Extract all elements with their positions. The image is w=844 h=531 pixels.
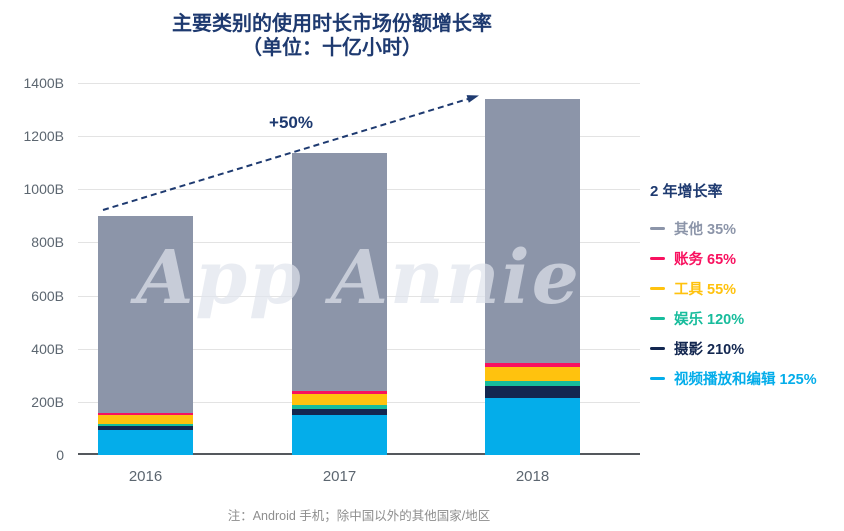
legend-item: 摄影 210% — [650, 339, 840, 358]
chart-title: 主要类别的使用时长市场份额增长率 — [172, 13, 492, 35]
legend-item: 视频播放和编辑 125% — [650, 369, 840, 388]
bar-segment — [485, 385, 580, 398]
bar-segment — [292, 153, 387, 392]
growth-annotation: +50% — [269, 113, 313, 132]
footnote: 注：Android 手机；除中国以外的其他国家/地区 — [227, 509, 491, 523]
y-tick-label: 1200B — [23, 128, 64, 144]
bar-segment — [292, 405, 387, 409]
legend-label: 娱乐 120% — [674, 312, 745, 328]
growth-arrow — [102, 95, 479, 211]
bar-segment — [98, 414, 193, 424]
title-block: 主要类别的使用时长市场份额增长率 （单位：十亿小时） — [52, 12, 612, 60]
bar-segment — [485, 367, 580, 381]
x-tick-label: 2017 — [322, 468, 357, 485]
legend-dash-icon — [650, 287, 665, 290]
chart-subtitle: （单位：十亿小时） — [242, 37, 422, 59]
legend-dash-icon — [650, 377, 665, 380]
bar-segment — [292, 408, 387, 416]
y-tick-label: 1400B — [23, 75, 64, 91]
legend-item: 工具 55% — [650, 279, 840, 298]
y-tick-label: 1000B — [23, 181, 64, 197]
x-tick-label: 2018 — [515, 468, 550, 485]
legend-item: 账务 65% — [650, 249, 840, 268]
legend-items: 其他 35% 账务 65% 工具 55% 娱乐 120% 摄影 210% 视频播放和编辑 … — [650, 219, 840, 388]
legend-title: 2 年增长率 — [650, 183, 723, 200]
gridline — [78, 136, 640, 137]
y-tick-label: 200B — [31, 394, 64, 410]
plot-area: App Annie +50% — [78, 83, 640, 455]
x-tick-label: 2016 — [128, 468, 163, 485]
legend-item: 其他 35% — [650, 219, 840, 238]
legend-label: 账务 65% — [674, 252, 737, 268]
bar-segment — [98, 423, 193, 426]
y-tick-label: 800B — [31, 234, 64, 250]
legend-label: 其他 35% — [674, 222, 737, 238]
gridline — [78, 83, 640, 84]
y-tick-label: 600B — [31, 288, 64, 304]
bar-segment — [292, 391, 387, 394]
legend: 2 年增长率 其他 35% 账务 65% 工具 55% 娱乐 120% 摄影 210% 视… — [650, 180, 840, 399]
legend-dash-icon — [650, 257, 665, 260]
bar-segment — [485, 363, 580, 368]
legend-label: 摄影 210% — [674, 342, 745, 358]
y-axis: 0 200B 400B 600B 800B 1000B 1200B 1400B — [0, 75, 70, 463]
bar-segment — [485, 98, 580, 364]
y-tick-label: 0 — [56, 447, 64, 463]
bar-segment — [98, 429, 193, 455]
y-tick-label: 400B — [31, 341, 64, 357]
bar-segment — [485, 397, 580, 455]
bar-segment — [292, 393, 387, 406]
bar-segment — [98, 215, 193, 413]
legend-dash-icon — [650, 227, 665, 230]
bar-segment — [485, 380, 580, 386]
x-axis: 2016 2017 2018 — [78, 468, 640, 490]
legend-dash-icon — [650, 347, 665, 350]
bar-segment — [98, 425, 193, 430]
legend-label: 视频播放和编辑 125% — [674, 372, 817, 388]
legend-dash-icon — [650, 317, 665, 320]
stacked-bar-2018 — [485, 98, 580, 455]
bar-segment — [98, 412, 193, 415]
bar-segment — [292, 415, 387, 455]
legend-item: 娱乐 120% — [650, 309, 840, 328]
stacked-bar-2017 — [292, 153, 387, 455]
stacked-bar-2016 — [98, 215, 193, 455]
legend-label: 工具 55% — [674, 282, 737, 298]
